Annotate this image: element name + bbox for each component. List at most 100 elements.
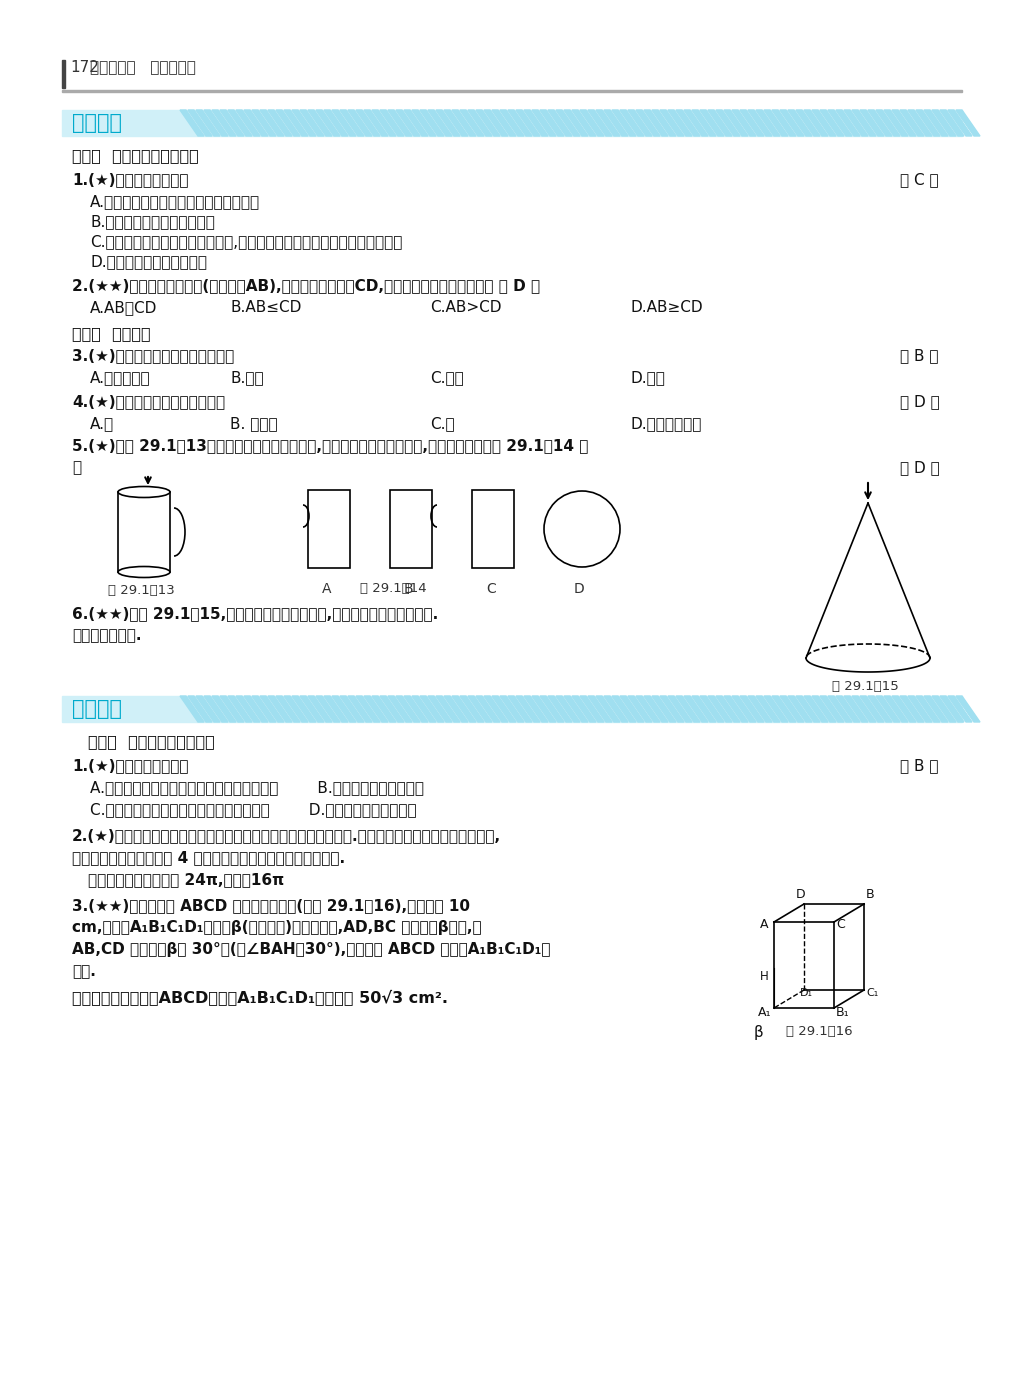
Polygon shape	[468, 110, 492, 137]
Polygon shape	[732, 696, 756, 722]
Text: C: C	[836, 918, 845, 932]
Polygon shape	[644, 110, 668, 137]
Polygon shape	[284, 110, 308, 137]
Polygon shape	[604, 696, 628, 722]
Polygon shape	[708, 696, 732, 722]
Polygon shape	[764, 110, 788, 137]
Polygon shape	[772, 110, 796, 137]
Polygon shape	[428, 696, 452, 722]
Text: 【 D 】: 【 D 】	[900, 460, 940, 475]
Polygon shape	[396, 696, 420, 722]
Bar	[62, 90, 962, 91]
Text: 课后训练: 课后训练	[72, 700, 122, 719]
Polygon shape	[716, 110, 740, 137]
Polygon shape	[852, 110, 876, 137]
Text: 考查点  画正投影: 考查点 画正投影	[72, 326, 151, 341]
Polygon shape	[380, 110, 404, 137]
Text: 4.(★)直角三角形的正投影可能是: 4.(★)直角三角形的正投影可能是	[72, 395, 225, 408]
Text: D.AB≥CD: D.AB≥CD	[630, 299, 702, 315]
Polygon shape	[564, 110, 588, 137]
Text: 【 B 】: 【 B 】	[900, 758, 939, 773]
Text: 图 29.1－15: 图 29.1－15	[831, 680, 899, 693]
Text: cm,四边形A₁B₁C₁D₁是其在β(一个平面)上的正投影,AD,BC 与投影面β平行,而: cm,四边形A₁B₁C₁D₁是其在β(一个平面)上的正投影,AD,BC 与投影面…	[72, 920, 481, 936]
Polygon shape	[780, 110, 804, 137]
Polygon shape	[508, 696, 532, 722]
Circle shape	[544, 491, 620, 567]
Polygon shape	[556, 696, 580, 722]
Polygon shape	[884, 696, 908, 722]
Polygon shape	[276, 110, 300, 137]
Polygon shape	[708, 110, 732, 137]
Polygon shape	[244, 110, 268, 137]
Text: 圆柱体的正投影是边长为 4 的正方形，求圆柱体的表面积和体积.: 圆柱体的正投影是边长为 4 的正方形，求圆柱体的表面积和体积.	[72, 850, 345, 865]
Polygon shape	[620, 696, 644, 722]
Bar	[308, 490, 350, 569]
Polygon shape	[628, 696, 652, 722]
Polygon shape	[532, 110, 556, 137]
Polygon shape	[460, 696, 484, 722]
Text: 【参考答案】表面积为 24π,体积为16π: 【参考答案】表面积为 24π,体积为16π	[88, 872, 284, 887]
Polygon shape	[548, 696, 572, 722]
Polygon shape	[940, 696, 964, 722]
Polygon shape	[388, 110, 412, 137]
Polygon shape	[644, 696, 668, 722]
Polygon shape	[476, 110, 500, 137]
Polygon shape	[500, 110, 524, 137]
Polygon shape	[844, 696, 868, 722]
Text: A: A	[760, 918, 768, 932]
Polygon shape	[436, 696, 460, 722]
Polygon shape	[268, 696, 292, 722]
Polygon shape	[724, 110, 748, 137]
Text: B.梯形: B.梯形	[230, 370, 263, 385]
Polygon shape	[732, 110, 756, 137]
Polygon shape	[228, 110, 252, 137]
Text: D: D	[796, 887, 806, 901]
Polygon shape	[460, 110, 484, 137]
Polygon shape	[412, 110, 436, 137]
Polygon shape	[588, 110, 612, 137]
Text: 【参考答案】略.: 【参考答案】略.	[72, 628, 141, 643]
Polygon shape	[572, 110, 596, 137]
Polygon shape	[348, 110, 372, 137]
Polygon shape	[652, 110, 676, 137]
Polygon shape	[788, 696, 812, 722]
Polygon shape	[204, 696, 228, 722]
Polygon shape	[740, 110, 764, 137]
Polygon shape	[236, 696, 260, 722]
Polygon shape	[252, 696, 276, 722]
Polygon shape	[700, 696, 724, 722]
Bar	[62, 110, 962, 137]
Polygon shape	[580, 110, 604, 137]
Polygon shape	[484, 696, 508, 722]
Polygon shape	[324, 696, 348, 722]
Polygon shape	[492, 110, 516, 137]
Text: B₁: B₁	[836, 1006, 850, 1018]
Polygon shape	[692, 110, 716, 137]
Text: D₁: D₁	[800, 988, 813, 998]
Polygon shape	[404, 696, 428, 722]
Polygon shape	[788, 110, 812, 137]
Polygon shape	[820, 110, 844, 137]
Polygon shape	[756, 110, 780, 137]
Polygon shape	[716, 696, 740, 722]
Polygon shape	[940, 110, 964, 137]
Text: 图 29.1－16: 图 29.1－16	[786, 1025, 853, 1038]
Polygon shape	[252, 110, 276, 137]
Polygon shape	[372, 110, 396, 137]
Polygon shape	[196, 110, 220, 137]
Polygon shape	[580, 696, 604, 722]
Polygon shape	[652, 696, 676, 722]
Polygon shape	[676, 110, 700, 137]
Text: B.AB≤CD: B.AB≤CD	[230, 299, 301, 315]
Polygon shape	[772, 696, 796, 722]
Polygon shape	[676, 696, 700, 722]
Polygon shape	[452, 696, 476, 722]
Bar	[472, 490, 514, 569]
Polygon shape	[956, 110, 980, 137]
Polygon shape	[892, 696, 916, 722]
Polygon shape	[628, 110, 652, 137]
Polygon shape	[756, 696, 780, 722]
Text: 第二十九章   投影与视图: 第二十九章 投影与视图	[90, 59, 196, 75]
Ellipse shape	[118, 567, 170, 577]
Polygon shape	[812, 110, 836, 137]
